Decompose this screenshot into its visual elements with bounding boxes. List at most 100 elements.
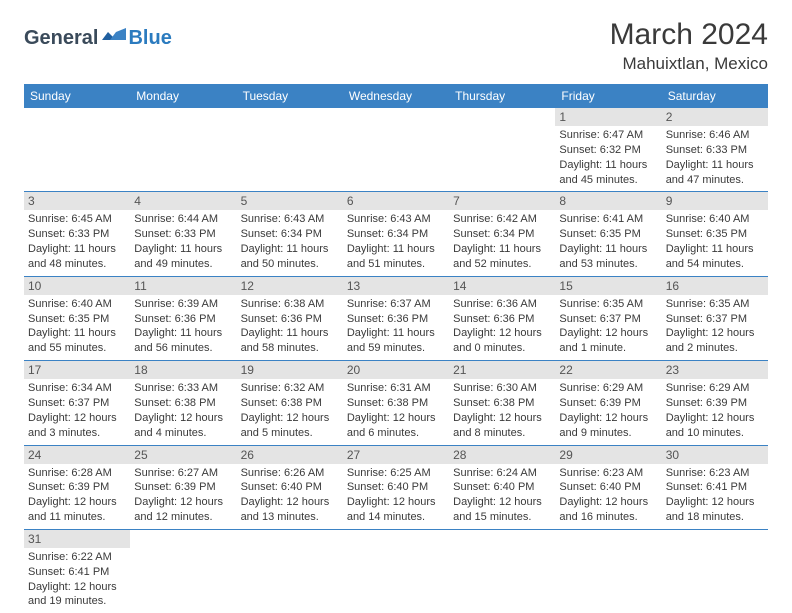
sunrise-text: Sunrise: 6:33 AM (134, 381, 232, 396)
calendar-cell: 12Sunrise: 6:38 AMSunset: 6:36 PMDayligh… (237, 276, 343, 360)
calendar-cell-empty (343, 529, 449, 613)
day-number: 6 (343, 192, 449, 210)
sunset-text: Sunset: 6:38 PM (134, 396, 232, 411)
calendar-cell-empty (343, 108, 449, 192)
sunrise-text: Sunrise: 6:39 AM (134, 297, 232, 312)
day-header: Friday (555, 84, 661, 108)
sunset-text: Sunset: 6:33 PM (28, 227, 126, 242)
sunset-text: Sunset: 6:38 PM (453, 396, 551, 411)
day-data: Sunrise: 6:35 AMSunset: 6:37 PMDaylight:… (555, 295, 661, 360)
sunrise-text: Sunrise: 6:42 AM (453, 212, 551, 227)
daylight-text: Daylight: 12 hours and 14 minutes. (347, 495, 445, 525)
sunset-text: Sunset: 6:33 PM (134, 227, 232, 242)
daylight-text: Daylight: 11 hours and 58 minutes. (241, 326, 339, 356)
sunrise-text: Sunrise: 6:35 AM (559, 297, 657, 312)
daylight-text: Daylight: 12 hours and 8 minutes. (453, 411, 551, 441)
sunrise-text: Sunrise: 6:35 AM (666, 297, 764, 312)
logo-text-blue: Blue (128, 27, 171, 50)
daylight-text: Daylight: 12 hours and 4 minutes. (134, 411, 232, 441)
daylight-text: Daylight: 11 hours and 53 minutes. (559, 242, 657, 272)
daylight-text: Daylight: 11 hours and 50 minutes. (241, 242, 339, 272)
day-data: Sunrise: 6:29 AMSunset: 6:39 PMDaylight:… (555, 379, 661, 444)
calendar-cell: 9Sunrise: 6:40 AMSunset: 6:35 PMDaylight… (662, 192, 768, 276)
day-data: Sunrise: 6:31 AMSunset: 6:38 PMDaylight:… (343, 379, 449, 444)
day-number: 26 (237, 446, 343, 464)
calendar-cell-empty (662, 529, 768, 613)
daylight-text: Daylight: 12 hours and 0 minutes. (453, 326, 551, 356)
calendar-cell: 22Sunrise: 6:29 AMSunset: 6:39 PMDayligh… (555, 361, 661, 445)
calendar-cell-empty (237, 108, 343, 192)
day-header: Thursday (449, 84, 555, 108)
sunrise-text: Sunrise: 6:38 AM (241, 297, 339, 312)
calendar-row: 17Sunrise: 6:34 AMSunset: 6:37 PMDayligh… (24, 361, 768, 445)
day-number: 15 (555, 277, 661, 295)
calendar-cell-empty (130, 529, 236, 613)
daylight-text: Daylight: 12 hours and 10 minutes. (666, 411, 764, 441)
day-data: Sunrise: 6:47 AMSunset: 6:32 PMDaylight:… (555, 126, 661, 191)
sunrise-text: Sunrise: 6:44 AM (134, 212, 232, 227)
header: General Blue March 2024 Mahuixtlan, Mexi… (24, 18, 768, 74)
sunrise-text: Sunrise: 6:46 AM (666, 128, 764, 143)
day-number: 23 (662, 361, 768, 379)
location: Mahuixtlan, Mexico (610, 54, 768, 74)
sunrise-text: Sunrise: 6:41 AM (559, 212, 657, 227)
calendar-cell: 27Sunrise: 6:25 AMSunset: 6:40 PMDayligh… (343, 445, 449, 529)
sunrise-text: Sunrise: 6:28 AM (28, 466, 126, 481)
day-data: Sunrise: 6:30 AMSunset: 6:38 PMDaylight:… (449, 379, 555, 444)
sunrise-text: Sunrise: 6:45 AM (28, 212, 126, 227)
day-data: Sunrise: 6:40 AMSunset: 6:35 PMDaylight:… (24, 295, 130, 360)
daylight-text: Daylight: 12 hours and 9 minutes. (559, 411, 657, 441)
day-number: 25 (130, 446, 236, 464)
day-number: 19 (237, 361, 343, 379)
calendar-cell: 7Sunrise: 6:42 AMSunset: 6:34 PMDaylight… (449, 192, 555, 276)
daylight-text: Daylight: 12 hours and 18 minutes. (666, 495, 764, 525)
day-data: Sunrise: 6:36 AMSunset: 6:36 PMDaylight:… (449, 295, 555, 360)
sunrise-text: Sunrise: 6:47 AM (559, 128, 657, 143)
day-number: 10 (24, 277, 130, 295)
daylight-text: Daylight: 12 hours and 19 minutes. (28, 580, 126, 610)
day-number: 7 (449, 192, 555, 210)
day-number: 28 (449, 446, 555, 464)
day-data: Sunrise: 6:26 AMSunset: 6:40 PMDaylight:… (237, 464, 343, 529)
day-data: Sunrise: 6:38 AMSunset: 6:36 PMDaylight:… (237, 295, 343, 360)
sunset-text: Sunset: 6:35 PM (28, 312, 126, 327)
day-number: 20 (343, 361, 449, 379)
day-number: 2 (662, 108, 768, 126)
daylight-text: Daylight: 12 hours and 6 minutes. (347, 411, 445, 441)
day-data: Sunrise: 6:22 AMSunset: 6:41 PMDaylight:… (24, 548, 130, 613)
month-title: March 2024 (610, 18, 768, 52)
calendar-cell: 5Sunrise: 6:43 AMSunset: 6:34 PMDaylight… (237, 192, 343, 276)
sunset-text: Sunset: 6:38 PM (347, 396, 445, 411)
day-data: Sunrise: 6:29 AMSunset: 6:39 PMDaylight:… (662, 379, 768, 444)
calendar-cell: 17Sunrise: 6:34 AMSunset: 6:37 PMDayligh… (24, 361, 130, 445)
day-data: Sunrise: 6:34 AMSunset: 6:37 PMDaylight:… (24, 379, 130, 444)
day-number: 31 (24, 530, 130, 548)
sunrise-text: Sunrise: 6:40 AM (28, 297, 126, 312)
day-data: Sunrise: 6:39 AMSunset: 6:36 PMDaylight:… (130, 295, 236, 360)
sunrise-text: Sunrise: 6:23 AM (666, 466, 764, 481)
day-number: 4 (130, 192, 236, 210)
calendar-cell: 14Sunrise: 6:36 AMSunset: 6:36 PMDayligh… (449, 276, 555, 360)
day-data: Sunrise: 6:44 AMSunset: 6:33 PMDaylight:… (130, 210, 236, 275)
calendar-cell: 15Sunrise: 6:35 AMSunset: 6:37 PMDayligh… (555, 276, 661, 360)
sunrise-text: Sunrise: 6:26 AM (241, 466, 339, 481)
day-data: Sunrise: 6:35 AMSunset: 6:37 PMDaylight:… (662, 295, 768, 360)
day-number: 16 (662, 277, 768, 295)
sunrise-text: Sunrise: 6:32 AM (241, 381, 339, 396)
logo-text-general: General (24, 27, 98, 50)
calendar-row: 24Sunrise: 6:28 AMSunset: 6:39 PMDayligh… (24, 445, 768, 529)
daylight-text: Daylight: 11 hours and 55 minutes. (28, 326, 126, 356)
sunset-text: Sunset: 6:40 PM (453, 480, 551, 495)
sunrise-text: Sunrise: 6:22 AM (28, 550, 126, 565)
daylight-text: Daylight: 12 hours and 11 minutes. (28, 495, 126, 525)
calendar-cell: 29Sunrise: 6:23 AMSunset: 6:40 PMDayligh… (555, 445, 661, 529)
day-number: 12 (237, 277, 343, 295)
logo: General Blue (24, 18, 172, 50)
calendar-cell: 25Sunrise: 6:27 AMSunset: 6:39 PMDayligh… (130, 445, 236, 529)
day-data: Sunrise: 6:43 AMSunset: 6:34 PMDaylight:… (343, 210, 449, 275)
day-header: Saturday (662, 84, 768, 108)
calendar-row: 31Sunrise: 6:22 AMSunset: 6:41 PMDayligh… (24, 529, 768, 613)
day-number: 24 (24, 446, 130, 464)
calendar-cell: 18Sunrise: 6:33 AMSunset: 6:38 PMDayligh… (130, 361, 236, 445)
day-data: Sunrise: 6:32 AMSunset: 6:38 PMDaylight:… (237, 379, 343, 444)
